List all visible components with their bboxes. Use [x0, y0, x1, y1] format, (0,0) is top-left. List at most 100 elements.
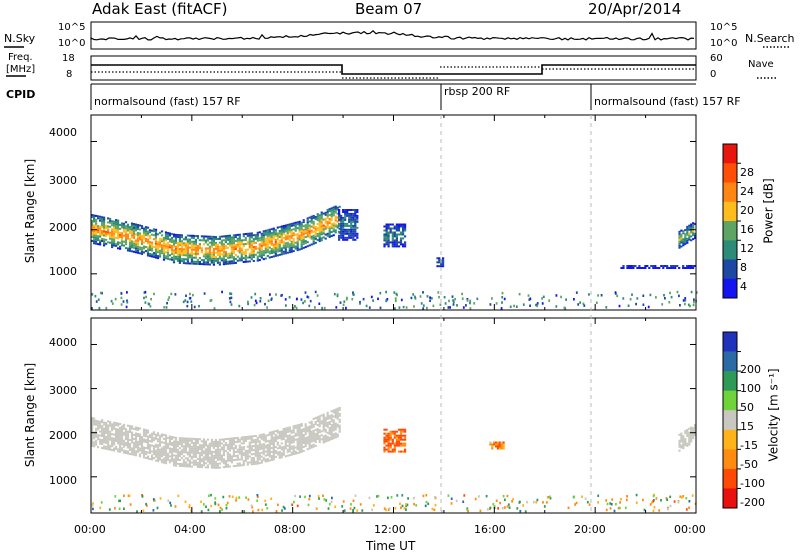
velocity-clutter: [221, 508, 223, 511]
power-cell-0: [222, 243, 225, 246]
velocity-cell-0: [111, 437, 114, 440]
velocity-cell-0: [228, 449, 231, 452]
velocity-cell-0: [146, 445, 150, 448]
velocity-clutter: [188, 505, 191, 509]
power-cell-5: [678, 232, 681, 235]
power-cell-0: [278, 247, 281, 250]
velocity-cell-0: [222, 444, 225, 447]
velocity-clutter: [665, 497, 668, 500]
velocity-cell-0: [136, 446, 140, 449]
power-cell-0: [248, 252, 251, 255]
velocity-cell-0: [262, 445, 265, 448]
velocity-cell-0: [222, 462, 225, 465]
power-cell-0: [238, 239, 241, 242]
power-cell-2: [391, 233, 394, 236]
velocity-clutter: [455, 499, 458, 503]
power-clutter: [412, 293, 415, 296]
velocity-cell-0: [318, 441, 321, 444]
velocity-cell-0: [164, 448, 168, 451]
velocity-cell-0: [176, 441, 179, 443]
velocity-clutter: [427, 502, 430, 506]
velocity-cell-3: [680, 446, 683, 449]
power-cell-0: [146, 234, 150, 237]
power-cell-0: [136, 237, 140, 240]
velocity-cell-0: [238, 438, 241, 441]
power-cell-1: [342, 211, 345, 213]
power-clutter: [597, 294, 599, 297]
power-cell-0: [258, 239, 261, 242]
power-cell-0: [252, 242, 255, 245]
velocity-clutter: [354, 494, 357, 497]
velocity-cell-0: [334, 414, 337, 417]
power-clutter: [614, 291, 617, 294]
power-cell-0: [210, 241, 213, 244]
power-clutter: [182, 300, 185, 304]
velocity-cell-0: [103, 435, 106, 438]
velocity-cell-0: [212, 454, 215, 457]
velocity-cell-0: [196, 465, 199, 468]
power-cell-0: [254, 235, 257, 238]
power-cell-0: [154, 242, 158, 245]
power-cell-0: [132, 250, 136, 253]
power-clutter: [462, 306, 465, 309]
velocity-cell-0: [272, 458, 275, 461]
power-cell-0: [117, 227, 120, 230]
power-cell-0: [232, 244, 235, 247]
velocity-cell-0: [294, 452, 297, 455]
velocity-cell-0: [117, 428, 120, 431]
power-cell-0: [107, 231, 110, 234]
power-clutter: [352, 293, 355, 296]
power-cell-2: [387, 225, 390, 228]
power-cell-0: [334, 215, 337, 218]
velocity-clutter: [169, 501, 172, 505]
velocity-cell-0: [214, 456, 217, 459]
power-clutter: [221, 290, 223, 294]
power-cell-5: [684, 239, 687, 241]
power-cell-0: [302, 221, 305, 224]
power-cell-0: [284, 244, 287, 247]
velocity-cell-0: [168, 439, 172, 442]
power-cell-0: [244, 260, 247, 263]
velocity-cell-0: [332, 415, 335, 418]
velocity-cell-0: [212, 466, 215, 469]
power-cell-0: [232, 248, 235, 251]
power-y-tick: 2000: [49, 221, 77, 234]
power-cell-0: [278, 239, 281, 242]
velocity-cell-0: [306, 442, 309, 445]
velocity-cell-0: [214, 445, 217, 447]
velocity-clutter: [136, 510, 138, 513]
power-cell-0: [224, 261, 227, 263]
power-cell-0: [272, 235, 275, 238]
power-cell-0: [188, 262, 191, 265]
power-cell-0: [244, 243, 247, 245]
velocity-clutter: [620, 497, 622, 501]
power-cell-0: [142, 245, 146, 248]
velocity-cell-0: [222, 466, 225, 469]
velocity-clutter: [501, 506, 504, 510]
velocity-cell-0: [286, 436, 289, 439]
power-cell-0: [136, 245, 140, 248]
power-cell-0: [124, 225, 128, 228]
power-cell-0: [178, 238, 181, 241]
velocity-cell-1: [383, 448, 386, 451]
power-cell-0: [166, 249, 170, 252]
velocity-clutter: [208, 494, 210, 497]
power-cell-2: [404, 235, 407, 238]
velocity-cell-0: [216, 443, 219, 445]
power-cell-2: [393, 243, 396, 246]
velocity-cell-0: [300, 440, 303, 443]
power-cell-0: [246, 256, 249, 259]
power-cell-0: [218, 257, 221, 260]
power-cell-0: [304, 236, 307, 239]
velocity-cb-swatch: [723, 332, 737, 352]
power-cell-0: [206, 259, 209, 262]
power-cell-0: [172, 233, 176, 236]
power-clutter: [368, 306, 371, 309]
power-clutter: [304, 291, 307, 294]
velocity-cell-0: [204, 444, 207, 447]
velocity-cell-0: [91, 423, 94, 425]
velocity-cell-0: [322, 417, 325, 420]
power-clutter: [308, 304, 311, 308]
velocity-clutter: [479, 509, 482, 513]
power-clutter: [548, 299, 551, 302]
